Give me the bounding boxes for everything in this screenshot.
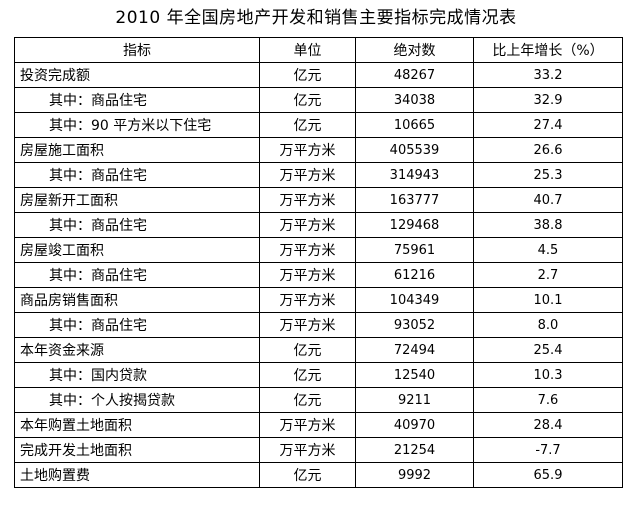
- indicator-cell: 完成开发土地面积: [14, 437, 260, 463]
- indicator-cell: 其中：商品住宅: [14, 262, 260, 288]
- growth-cell: 2.7: [473, 262, 623, 288]
- indicator-cell: 本年购置土地面积: [14, 412, 260, 438]
- absolute-cell: 93052: [355, 312, 474, 338]
- stats-table: 指标 单位 绝对数 比上年增长（%） 投资完成额 亿元 48267 33.2 其…: [14, 37, 623, 488]
- table-row: 本年资金来源 亿元 72494 25.4: [14, 337, 623, 363]
- table-title: 2010 年全国房地产开发和销售主要指标完成情况表: [115, 8, 517, 28]
- indicator-cell: 其中：90 平方米以下住宅: [14, 112, 260, 138]
- unit-cell: 万平方米: [259, 262, 356, 288]
- growth-cell: 32.9: [473, 87, 623, 113]
- table-row: 其中：商品住宅 亿元 34038 32.9: [14, 87, 623, 113]
- unit-cell: 亿元: [259, 462, 356, 488]
- unit-cell: 亿元: [259, 112, 356, 138]
- absolute-cell: 48267: [355, 62, 474, 88]
- table-row: 完成开发土地面积 万平方米 21254 -7.7: [14, 437, 623, 463]
- growth-cell: 4.5: [473, 237, 623, 263]
- header-indicator: 指标: [14, 37, 260, 63]
- indicator-cell: 其中：个人按揭贷款: [14, 387, 260, 413]
- unit-cell: 亿元: [259, 362, 356, 388]
- growth-cell: 25.4: [473, 337, 623, 363]
- indicator-cell: 土地购置费: [14, 462, 260, 488]
- unit-cell: 万平方米: [259, 137, 356, 163]
- table-row: 本年购置土地面积 万平方米 40970 28.4: [14, 412, 623, 438]
- unit-cell: 亿元: [259, 62, 356, 88]
- absolute-cell: 40970: [355, 412, 474, 438]
- absolute-cell: 405539: [355, 137, 474, 163]
- growth-cell: 38.8: [473, 212, 623, 238]
- absolute-cell: 104349: [355, 287, 474, 313]
- unit-cell: 亿元: [259, 337, 356, 363]
- absolute-cell: 10665: [355, 112, 474, 138]
- growth-cell: 8.0: [473, 312, 623, 338]
- unit-cell: 万平方米: [259, 162, 356, 188]
- unit-cell: 万平方米: [259, 437, 356, 463]
- absolute-cell: 9211: [355, 387, 474, 413]
- indicator-cell: 商品房销售面积: [14, 287, 260, 313]
- table-row: 其中：商品住宅 万平方米 61216 2.7: [14, 262, 623, 288]
- unit-cell: 万平方米: [259, 412, 356, 438]
- unit-cell: 亿元: [259, 387, 356, 413]
- table-row: 房屋施工面积 万平方米 405539 26.6: [14, 137, 623, 163]
- absolute-cell: 72494: [355, 337, 474, 363]
- growth-cell: 10.3: [473, 362, 623, 388]
- header-growth: 比上年增长（%）: [473, 37, 623, 63]
- absolute-cell: 9992: [355, 462, 474, 488]
- absolute-cell: 12540: [355, 362, 474, 388]
- growth-cell: 27.4: [473, 112, 623, 138]
- absolute-cell: 21254: [355, 437, 474, 463]
- indicator-cell: 其中：商品住宅: [14, 162, 260, 188]
- growth-cell: 10.1: [473, 287, 623, 313]
- header-unit: 单位: [259, 37, 356, 63]
- growth-cell: -7.7: [473, 437, 623, 463]
- unit-cell: 亿元: [259, 87, 356, 113]
- growth-cell: 25.3: [473, 162, 623, 188]
- table-row: 房屋竣工面积 万平方米 75961 4.5: [14, 237, 623, 263]
- growth-cell: 28.4: [473, 412, 623, 438]
- absolute-cell: 314943: [355, 162, 474, 188]
- indicator-cell: 房屋施工面积: [14, 137, 260, 163]
- absolute-cell: 61216: [355, 262, 474, 288]
- table-row: 其中：商品住宅 万平方米 93052 8.0: [14, 312, 623, 338]
- growth-cell: 7.6: [473, 387, 623, 413]
- table-header-row: 指标 单位 绝对数 比上年增长（%）: [14, 37, 623, 63]
- absolute-cell: 34038: [355, 87, 474, 113]
- unit-cell: 万平方米: [259, 312, 356, 338]
- indicator-cell: 房屋竣工面积: [14, 237, 260, 263]
- absolute-cell: 163777: [355, 187, 474, 213]
- header-absolute: 绝对数: [355, 37, 474, 63]
- unit-cell: 万平方米: [259, 212, 356, 238]
- absolute-cell: 129468: [355, 212, 474, 238]
- table-row: 其中：90 平方米以下住宅 亿元 10665 27.4: [14, 112, 623, 138]
- table-row: 其中：商品住宅 万平方米 129468 38.8: [14, 212, 623, 238]
- table-row: 其中：个人按揭贷款 亿元 9211 7.6: [14, 387, 623, 413]
- indicator-cell: 投资完成额: [14, 62, 260, 88]
- table-row: 投资完成额 亿元 48267 33.2: [14, 62, 623, 88]
- table-row: 其中：国内贷款 亿元 12540 10.3: [14, 362, 623, 388]
- indicator-cell: 其中：商品住宅: [14, 312, 260, 338]
- growth-cell: 65.9: [473, 462, 623, 488]
- unit-cell: 万平方米: [259, 287, 356, 313]
- indicator-cell: 其中：国内贷款: [14, 362, 260, 388]
- unit-cell: 万平方米: [259, 237, 356, 263]
- table-row: 土地购置费 亿元 9992 65.9: [14, 462, 623, 488]
- indicator-cell: 本年资金来源: [14, 337, 260, 363]
- unit-cell: 万平方米: [259, 187, 356, 213]
- indicator-cell: 其中：商品住宅: [14, 87, 260, 113]
- table-row: 房屋新开工面积 万平方米 163777 40.7: [14, 187, 623, 213]
- indicator-cell: 房屋新开工面积: [14, 187, 260, 213]
- growth-cell: 40.7: [473, 187, 623, 213]
- growth-cell: 26.6: [473, 137, 623, 163]
- growth-cell: 33.2: [473, 62, 623, 88]
- absolute-cell: 75961: [355, 237, 474, 263]
- table-row: 其中：商品住宅 万平方米 314943 25.3: [14, 162, 623, 188]
- indicator-cell: 其中：商品住宅: [14, 212, 260, 238]
- table-row: 商品房销售面积 万平方米 104349 10.1: [14, 287, 623, 313]
